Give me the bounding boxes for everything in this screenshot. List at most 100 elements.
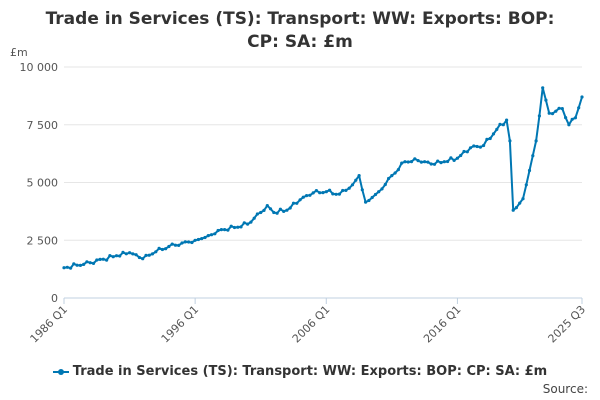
data-point — [282, 209, 286, 213]
data-point — [318, 191, 322, 195]
data-point — [226, 228, 230, 232]
data-point — [514, 206, 519, 210]
data-point — [114, 254, 119, 258]
data-point — [305, 194, 309, 198]
data-point — [239, 225, 243, 229]
data-point — [429, 162, 433, 166]
data-point — [337, 192, 341, 196]
data-point — [308, 193, 312, 197]
data-point — [544, 98, 548, 102]
data-point — [423, 160, 427, 164]
data-point — [560, 107, 564, 111]
data-point — [252, 216, 256, 220]
data-point — [357, 174, 361, 178]
data-point — [491, 132, 496, 136]
legend[interactable]: Trade in Services (TS): Transport: WW: E… — [0, 364, 600, 379]
x-tick-label: 1996 Q1 — [159, 303, 202, 346]
data-point — [403, 160, 407, 164]
data-point — [521, 197, 525, 201]
data-point — [367, 198, 371, 203]
data-point — [550, 112, 555, 116]
data-point — [85, 260, 89, 264]
data-point — [580, 95, 584, 99]
data-point — [164, 247, 168, 251]
data-point — [137, 255, 141, 260]
data-point — [118, 254, 122, 258]
data-point — [387, 176, 391, 181]
data-point — [400, 161, 404, 165]
data-point — [190, 240, 194, 245]
data-point — [278, 207, 282, 211]
data-point — [236, 225, 240, 229]
data-point — [475, 144, 479, 149]
data-point — [91, 261, 96, 265]
data-point — [246, 222, 250, 226]
y-tick-label: 0 — [51, 292, 58, 305]
data-point — [462, 149, 466, 154]
data-point — [72, 262, 76, 266]
data-point — [472, 144, 476, 148]
data-point — [370, 195, 374, 200]
data-point — [455, 156, 459, 160]
data-point — [249, 220, 253, 224]
data-point — [108, 254, 112, 258]
data-point — [154, 250, 158, 254]
data-point — [209, 233, 214, 237]
source-label: Source: — [542, 382, 588, 396]
data-point — [436, 159, 440, 163]
data-point — [321, 191, 325, 195]
series-layer — [62, 86, 584, 270]
data-point — [334, 192, 338, 196]
data-point — [328, 188, 332, 192]
data-point — [193, 238, 197, 242]
data-point — [393, 171, 397, 175]
data-point — [173, 243, 178, 247]
data-point — [203, 235, 207, 240]
y-tick-label: 7 500 — [27, 119, 59, 132]
data-point — [360, 188, 364, 192]
data-point — [216, 228, 220, 233]
data-point — [131, 252, 135, 256]
data-point — [439, 161, 443, 165]
y-axis-label: £m — [10, 46, 28, 59]
data-point — [291, 201, 296, 205]
data-point — [518, 201, 522, 205]
data-point — [180, 241, 184, 245]
data-point — [488, 136, 492, 141]
data-point — [554, 109, 558, 113]
data-point — [505, 118, 509, 122]
x-tick-label: 1986 Q1 — [28, 303, 71, 346]
data-point — [206, 234, 210, 238]
data-point — [200, 237, 204, 241]
data-point — [534, 139, 538, 143]
data-point — [432, 162, 437, 166]
data-point — [377, 190, 381, 194]
data-point — [65, 265, 69, 269]
data-point — [406, 160, 410, 164]
x-tick-label: 2025 Q3 — [546, 303, 589, 346]
y-tick-label: 2 500 — [27, 234, 59, 247]
data-point — [501, 123, 505, 127]
data-point — [82, 262, 86, 266]
data-point — [524, 183, 528, 187]
chart-title: Trade in Services (TS): Transport: WW: E… — [45, 9, 555, 52]
data-point — [301, 195, 305, 199]
data-point — [383, 182, 387, 187]
data-point — [105, 258, 109, 262]
data-point — [223, 228, 227, 232]
data-point — [390, 174, 394, 178]
data-point — [229, 224, 233, 228]
data-point — [144, 253, 148, 257]
data-point — [350, 183, 355, 187]
data-point — [426, 160, 430, 164]
data-point — [157, 246, 161, 250]
data-point — [557, 106, 561, 110]
data-point — [344, 188, 348, 192]
data-point — [541, 86, 545, 90]
data-point — [468, 146, 473, 150]
data-point — [259, 210, 263, 215]
data-point — [121, 250, 125, 254]
data-point — [314, 189, 318, 193]
data-point — [242, 221, 246, 225]
